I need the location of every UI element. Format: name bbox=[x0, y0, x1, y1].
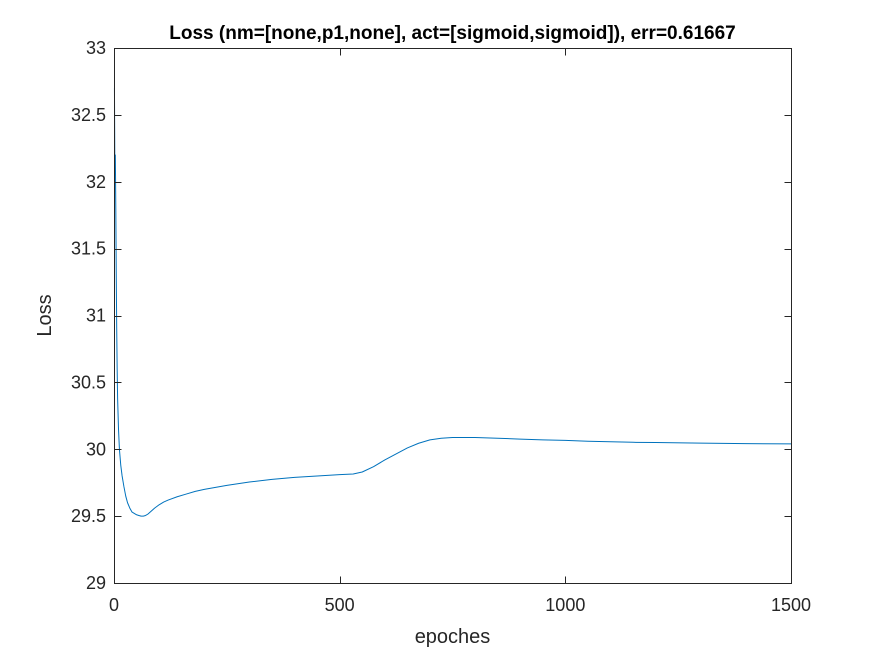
y-tick-label: 30 bbox=[86, 439, 106, 459]
x-tick-label: 1000 bbox=[545, 595, 585, 615]
y-tick-label: 31.5 bbox=[71, 239, 106, 259]
plot-frame bbox=[114, 48, 792, 584]
x-tick-label: 0 bbox=[109, 595, 119, 615]
plot-area bbox=[114, 48, 791, 583]
y-tick-label: 33 bbox=[86, 38, 106, 58]
y-tick-label: 29 bbox=[86, 573, 106, 593]
y-tick-label: 32 bbox=[86, 172, 106, 192]
y-tick-label: 32.5 bbox=[71, 105, 106, 125]
y-tick-label: 29.5 bbox=[71, 506, 106, 526]
x-tick-label: 500 bbox=[325, 595, 355, 615]
y-axis-title: Loss bbox=[34, 294, 56, 336]
loss-series-line bbox=[113, 88, 792, 517]
chart-title: Loss (nm=[none,p1,none], act=[sigmoid,si… bbox=[169, 23, 735, 44]
x-axis-title: epoches bbox=[415, 626, 491, 648]
x-tick-label: 1500 bbox=[771, 595, 811, 615]
y-tick-label: 31 bbox=[86, 306, 106, 326]
y-tick-label: 30.5 bbox=[71, 372, 106, 392]
